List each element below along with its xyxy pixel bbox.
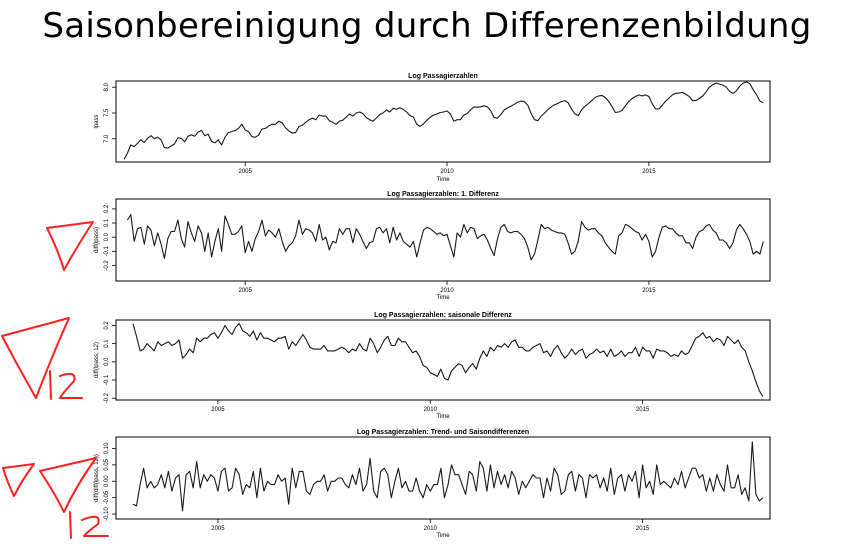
- y-tick-label: 0.0: [104, 357, 110, 366]
- chart-title: Log Passagierzahlen: 1. Differenz: [387, 191, 499, 198]
- handwritten-annotations: [1, 221, 109, 539]
- plot-frame: [115, 80, 771, 163]
- y-tick-label: -0.2: [104, 392, 110, 403]
- x-tick-label: 2010: [424, 526, 438, 532]
- nabla-annotation: [46, 221, 94, 271]
- series-line: [126, 214, 764, 261]
- slide-title: Saisonbereinigung durch Differenzenbildu…: [42, 6, 812, 46]
- y-tick-label: 0.10: [104, 442, 110, 454]
- chart-panel-1: Log Passagierzahlen 2005 2010 2015 Time 7.0 7.…: [94, 73, 771, 183]
- series-line: [132, 323, 764, 397]
- y-tick-label: -0.10: [104, 507, 110, 521]
- x-tick-label: 2005: [211, 526, 225, 532]
- y-tick-label: 0.2: [104, 204, 110, 213]
- y-tick-label: -0.1: [104, 245, 110, 256]
- plot-frame: [115, 198, 771, 282]
- x-axis-label: Time: [436, 295, 450, 301]
- y-tick-label: 0.2: [104, 321, 110, 330]
- series-line: [123, 81, 764, 160]
- y-axis-label: lpass: [94, 114, 100, 128]
- y-tick-label: 0.1: [104, 218, 110, 227]
- nabla-12-annotation: [1, 317, 83, 400]
- chart-title: Log Passagierzahlen: Trend- und Saisondi…: [357, 429, 529, 436]
- x-tick-label: 2015: [642, 288, 656, 294]
- x-tick-label: 2005: [211, 407, 225, 413]
- y-tick-label: -0.2: [104, 260, 110, 271]
- x-axis-label: Time: [436, 533, 450, 539]
- x-axis-label: Time: [436, 177, 450, 183]
- y-tick-label: 8.0: [104, 82, 110, 91]
- x-tick-label: 2005: [239, 169, 253, 175]
- chart-panel-3: Log Passagierzahlen: saisonale Differenz…: [94, 312, 771, 420]
- y-tick-label: 7.5: [104, 108, 110, 117]
- plot-frame: [115, 436, 771, 520]
- x-tick-label: 2015: [636, 526, 650, 532]
- chart-title: Log Passagierzahlen: saisonale Differenz: [374, 312, 512, 319]
- x-tick-label: 2010: [424, 407, 438, 413]
- chart-panel-4: Log Passagierzahlen: Trend- und Saisondi…: [94, 429, 771, 539]
- chart-panel-2: Log Passagierzahlen: 1. Differenz 2005 201…: [94, 191, 771, 301]
- y-tick-label: -0.05: [104, 490, 110, 504]
- x-tick-label: 2015: [642, 169, 656, 175]
- y-tick-label: 0.05: [104, 458, 110, 470]
- y-axis-label: diff(lpass, 12): [94, 342, 100, 378]
- y-tick-label: 0.0: [104, 232, 110, 241]
- y-axis-label: diff(diff(lpass, 12)): [94, 454, 100, 502]
- x-axis-label: Time: [436, 414, 450, 420]
- plot-frame: [115, 319, 771, 401]
- x-tick-label: 2015: [636, 407, 650, 413]
- y-tick-label: 7.0: [104, 134, 110, 143]
- nabla-nabla-12-annotation: [2, 457, 109, 539]
- x-tick-label: 2010: [440, 169, 454, 175]
- chart-title: Log Passagierzahlen: [408, 73, 478, 80]
- x-tick-label: 2005: [239, 288, 253, 294]
- series-line: [132, 441, 764, 512]
- y-tick-label: 0.1: [104, 339, 110, 348]
- y-tick-label: 0.00: [104, 475, 110, 487]
- y-tick-label: -0.1: [104, 374, 110, 385]
- x-tick-label: 2010: [440, 288, 454, 294]
- y-axis-label: diff(lpass): [94, 227, 100, 253]
